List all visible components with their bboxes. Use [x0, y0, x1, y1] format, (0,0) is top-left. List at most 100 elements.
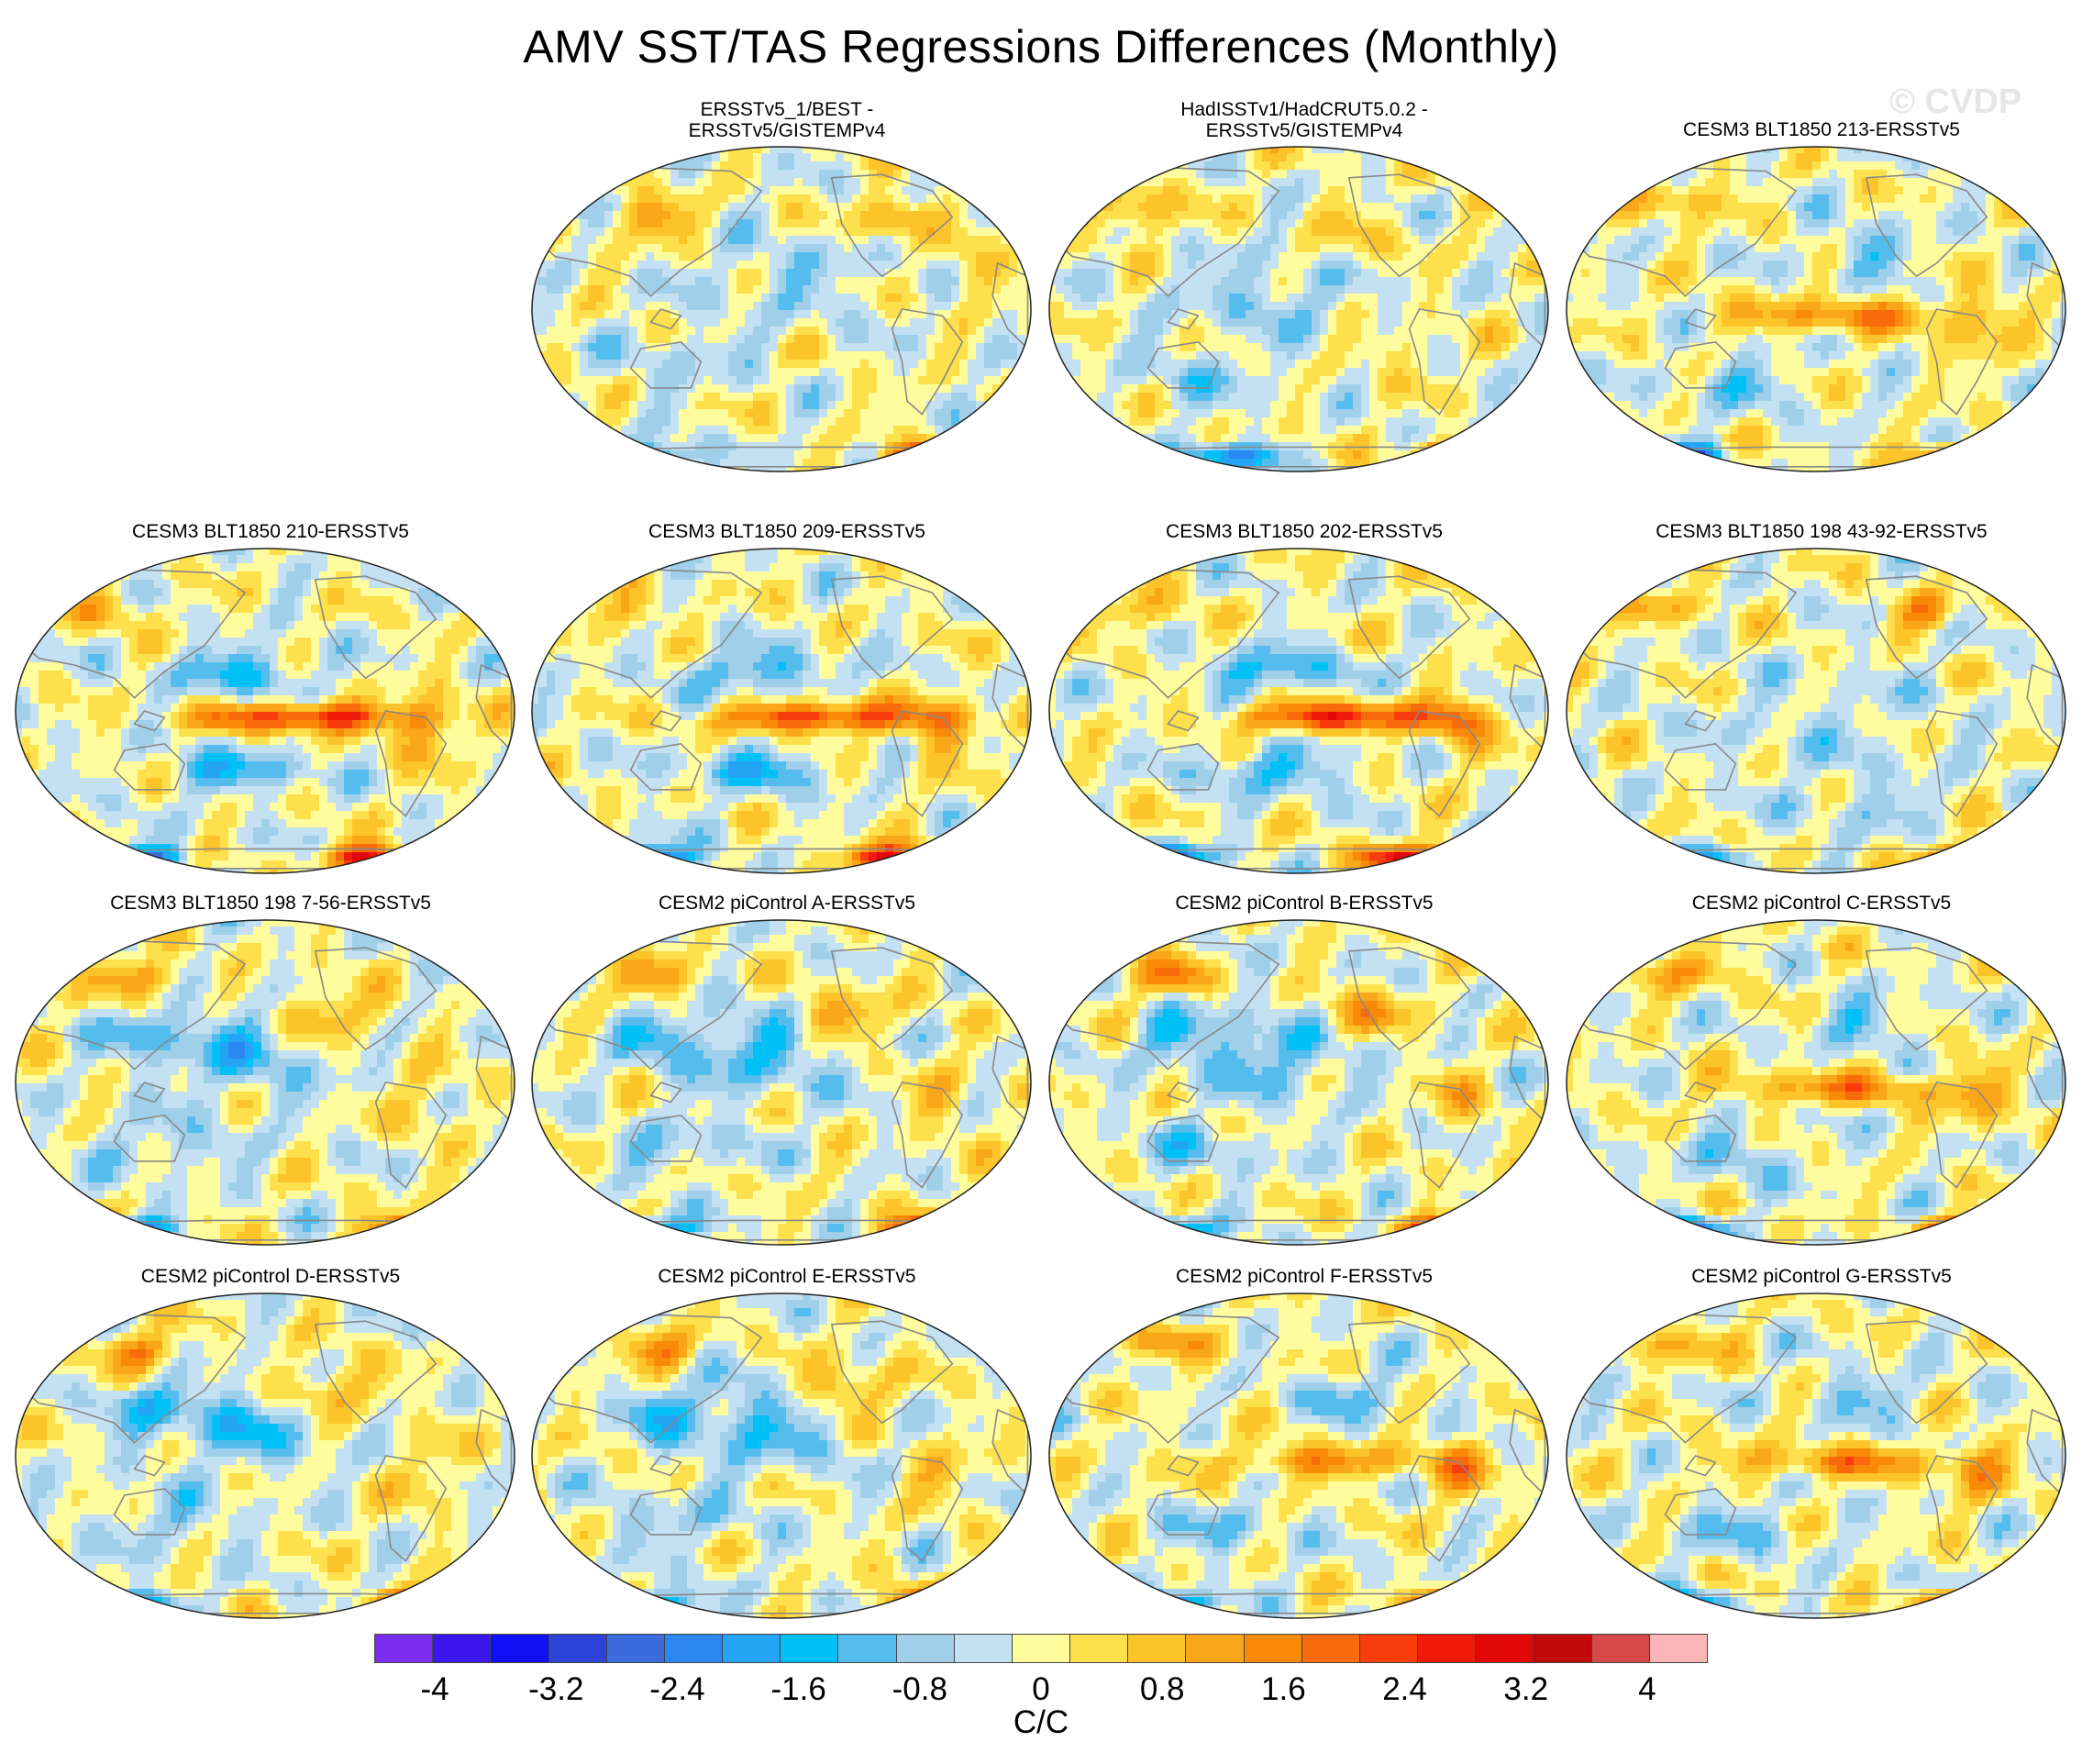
field-cell — [902, 434, 911, 443]
field-cell — [1336, 203, 1346, 212]
field-cell — [1113, 459, 1123, 468]
field-cell — [811, 194, 820, 204]
field-cell — [1229, 343, 1238, 352]
field-cell — [770, 335, 779, 344]
field-cell — [1287, 310, 1296, 319]
field-cell — [1501, 409, 1511, 418]
field-cell — [1146, 147, 1156, 154]
field-cell — [1001, 147, 1010, 154]
field-cell — [844, 252, 853, 261]
field-cell — [778, 211, 787, 220]
field-cell — [1312, 467, 1321, 472]
field-cell — [1017, 343, 1026, 352]
field-cell — [1477, 219, 1486, 228]
field-cell — [604, 393, 614, 402]
field-cell — [1312, 252, 1321, 261]
field-cell — [1369, 153, 1379, 162]
field-cell — [1295, 252, 1304, 261]
field-cell — [794, 318, 803, 327]
field-cell — [753, 194, 762, 204]
field-cell — [926, 302, 936, 311]
field-cell — [745, 236, 754, 245]
field-cell — [852, 318, 861, 327]
field-cell — [1444, 327, 1453, 336]
field-cell — [1534, 236, 1544, 245]
field-cell — [1163, 459, 1172, 468]
field-cell — [910, 450, 919, 460]
field-cell — [654, 302, 663, 311]
field-cell — [613, 401, 622, 410]
field-cell — [613, 261, 622, 270]
field-cell — [1064, 343, 1073, 352]
field-cell — [1386, 186, 1395, 195]
field-cell — [1237, 360, 1246, 369]
field-cell — [1361, 194, 1370, 204]
field-cell — [1254, 434, 1263, 443]
field-cell — [778, 252, 787, 261]
field-cell — [1672, 147, 1681, 154]
field-cell — [1064, 426, 1073, 435]
field-cell — [786, 161, 795, 171]
field-cell — [596, 384, 605, 394]
field-cell — [1009, 327, 1018, 336]
field-cell — [1196, 368, 1205, 377]
field-cell — [1427, 318, 1436, 327]
field-cell — [753, 310, 762, 319]
field-cell — [827, 261, 836, 270]
field-cell — [720, 327, 729, 336]
field-cell — [1204, 211, 1213, 220]
field-cell — [629, 426, 638, 435]
field-cell — [538, 426, 548, 435]
field-cell — [959, 277, 969, 286]
field-cell — [1386, 467, 1395, 472]
field-cell — [1378, 219, 1387, 228]
field-cell — [1501, 219, 1511, 228]
field-cell — [1179, 294, 1189, 303]
field-cell — [1246, 417, 1255, 427]
field-cell — [1056, 294, 1065, 303]
field-cell — [1510, 442, 1519, 451]
field-cell — [803, 153, 812, 162]
field-cell — [1254, 153, 1263, 162]
field-cell — [720, 153, 729, 162]
field-cell — [1518, 434, 1527, 443]
field-cell — [538, 393, 548, 402]
field-cell — [1097, 434, 1106, 443]
field-cell — [885, 186, 894, 195]
field-cell — [1402, 318, 1412, 327]
field-cell — [1518, 368, 1527, 377]
field-cell — [786, 426, 795, 435]
field-cell — [1287, 147, 1296, 154]
field-cell — [1001, 351, 1010, 361]
field-cell — [761, 219, 770, 228]
field-cell — [712, 343, 721, 352]
field-cell — [968, 343, 977, 352]
field-cell — [736, 343, 746, 352]
field-cell — [1080, 277, 1090, 286]
field-cell — [860, 227, 869, 237]
field-cell — [1254, 194, 1263, 204]
field-cell — [745, 261, 754, 270]
field-cell — [885, 426, 894, 435]
field-cell — [976, 178, 985, 187]
field-cell — [1213, 153, 1222, 162]
field-cell — [695, 186, 704, 195]
field-cell — [1113, 376, 1123, 385]
field-cell — [1097, 211, 1106, 220]
field-cell — [1080, 269, 1090, 278]
field-cell — [745, 384, 754, 394]
field-cell — [770, 244, 779, 253]
map-field — [1566, 146, 2066, 472]
field-cell — [1155, 244, 1164, 253]
field-cell — [604, 467, 614, 472]
field-cell — [1295, 368, 1304, 377]
field-cell — [1122, 236, 1131, 245]
field-cell — [1171, 384, 1180, 394]
field-cell — [827, 194, 836, 204]
field-cell — [968, 310, 977, 319]
field-cell — [1270, 186, 1279, 195]
field-cell — [563, 178, 572, 187]
field-cell — [1419, 294, 1428, 303]
field-cell — [902, 442, 911, 451]
field-cell — [1336, 269, 1346, 278]
